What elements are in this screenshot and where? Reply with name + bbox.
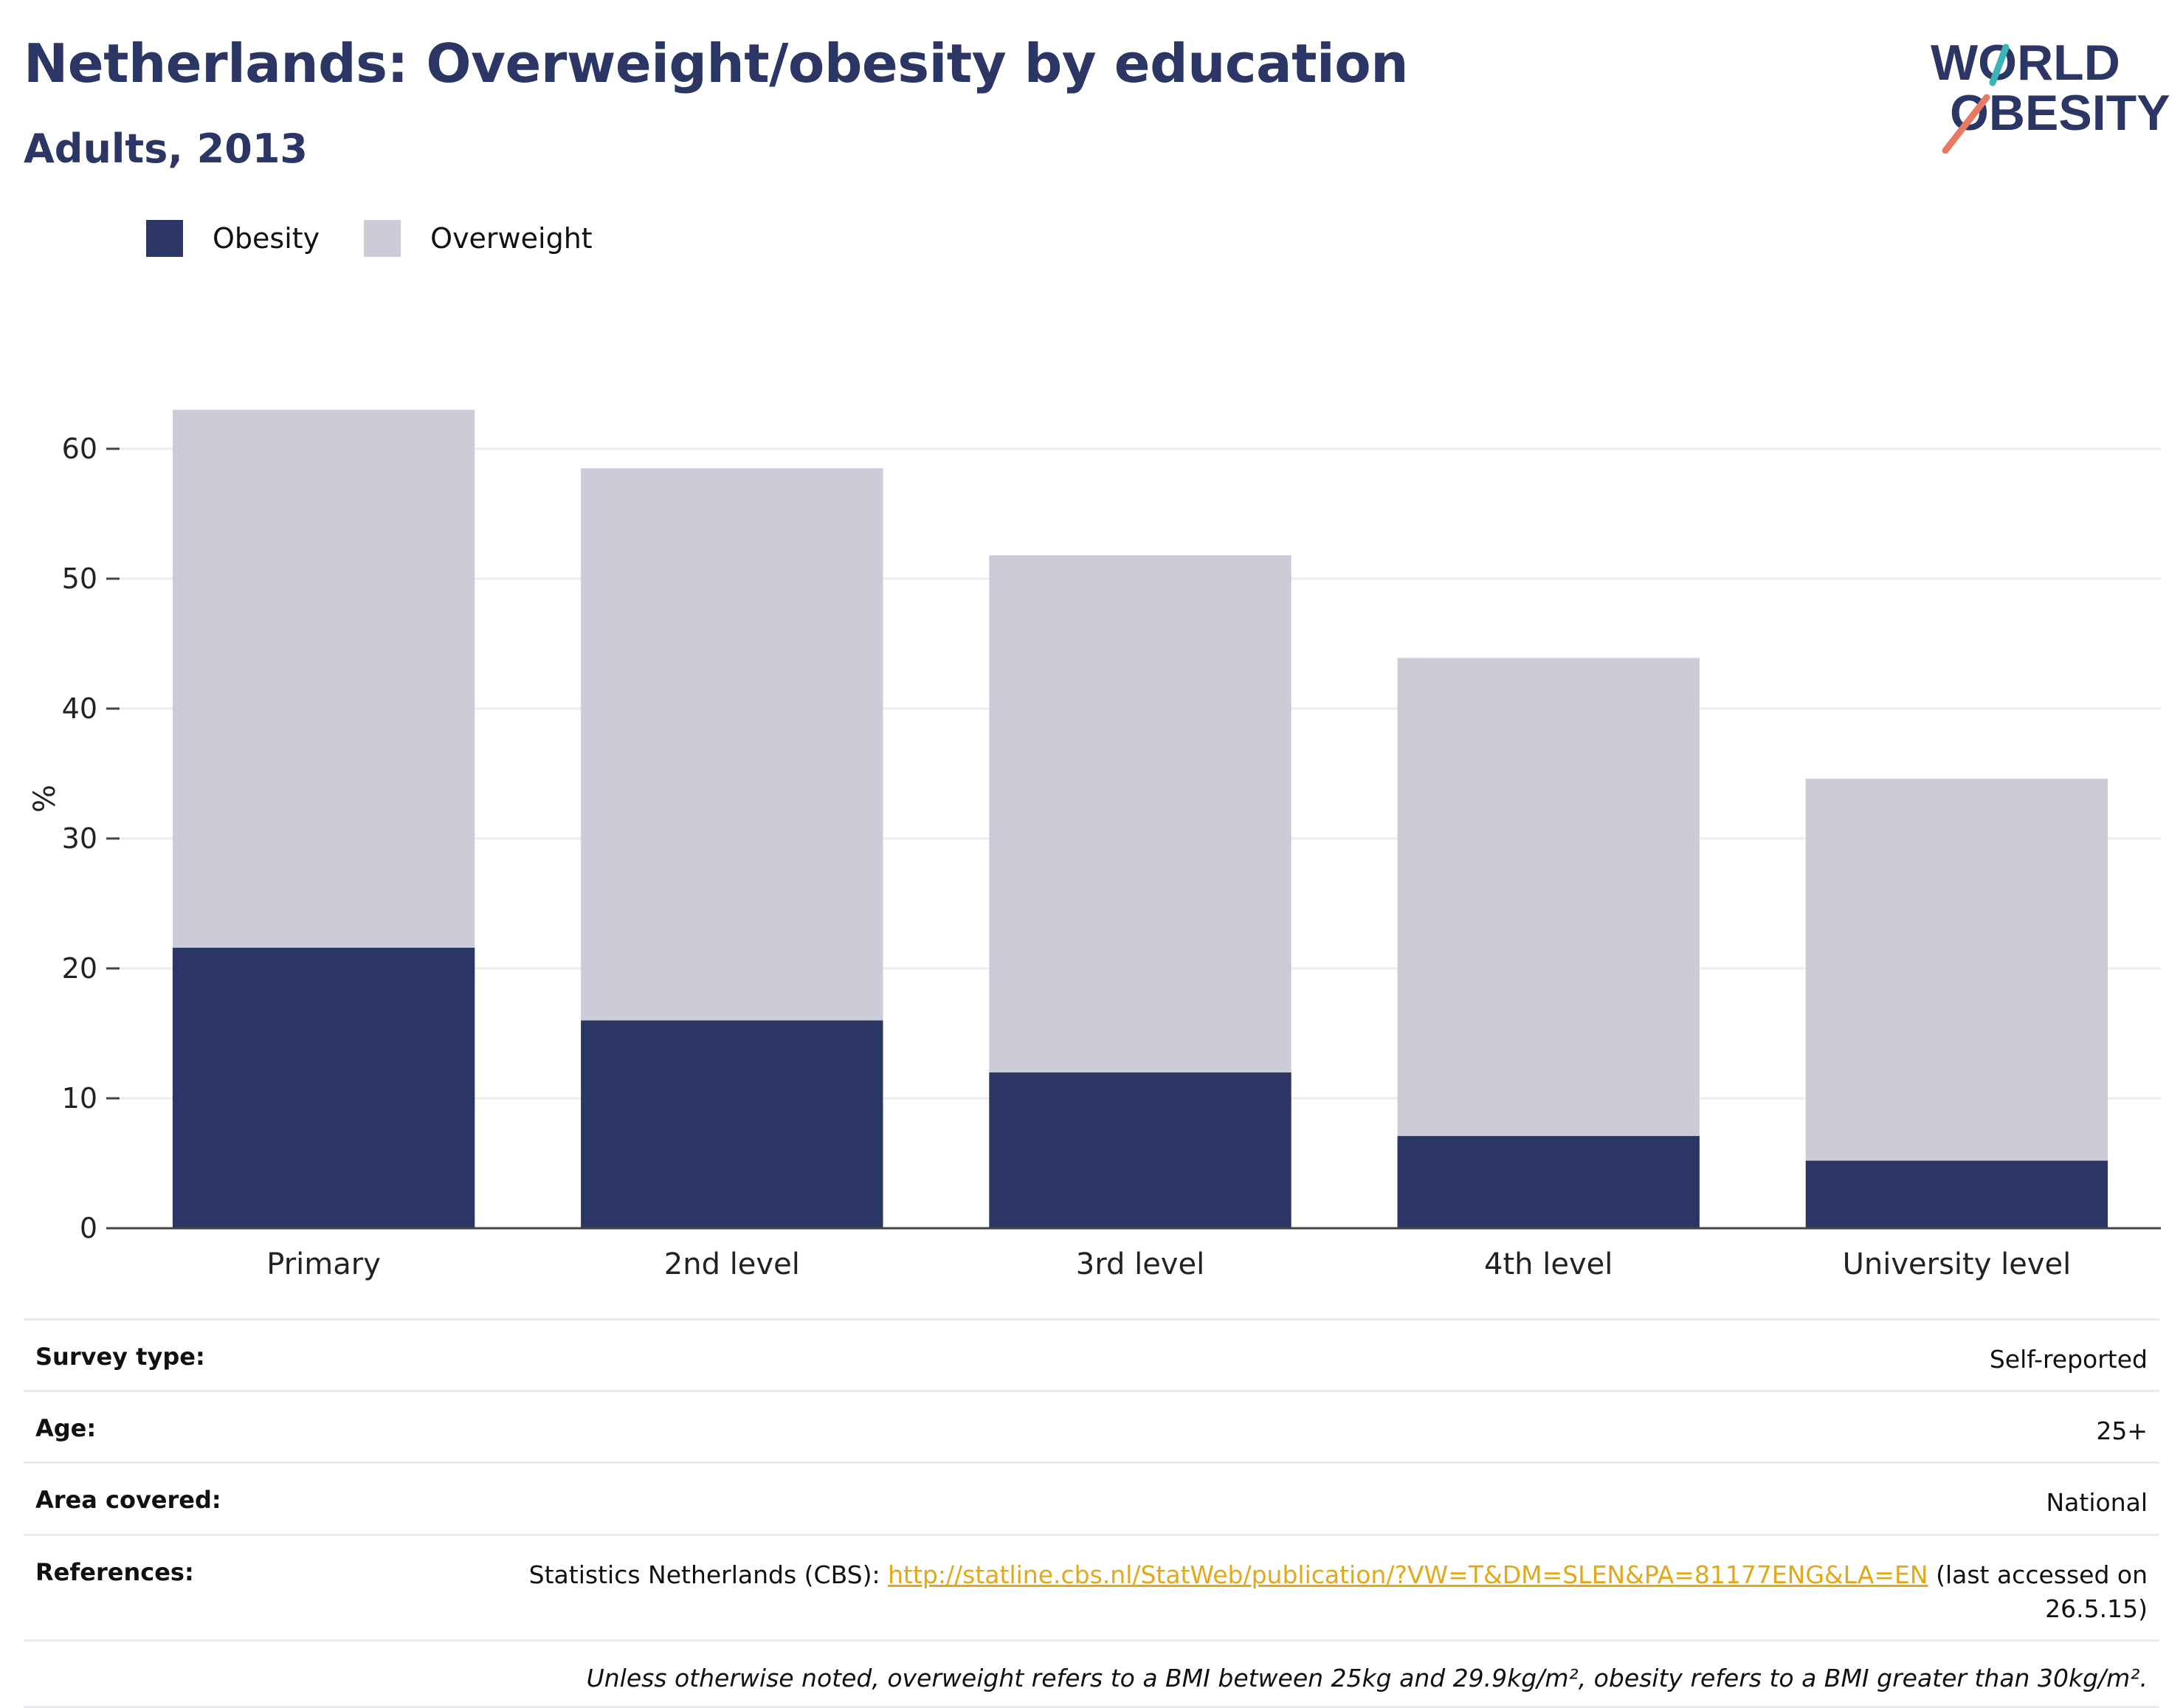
chart-subtitle: Adults, 2013 <box>24 125 308 172</box>
y-tick-label: 30 <box>62 822 97 855</box>
bar-obesity-4 <box>1805 1160 2108 1228</box>
legend-swatch-overweight <box>364 220 401 257</box>
info-value: National <box>2046 1488 2148 1518</box>
info-value: Statistics Netherlands (CBS): http://sta… <box>450 1558 2148 1626</box>
info-row-area: Area covered: National <box>24 1461 2159 1533</box>
bmi-definition-note: Unless otherwise noted, overweight refer… <box>586 1663 2148 1692</box>
x-tick-label: 2nd level <box>664 1247 800 1281</box>
x-tick-label: Primary <box>266 1247 381 1281</box>
bar-overweight-4 <box>1805 779 2108 1161</box>
survey-info-table: Survey type: Self-reported Age: 25+ Area… <box>24 1318 2159 1708</box>
x-tick-label: 4th level <box>1484 1247 1613 1281</box>
y-tick-label: 60 <box>62 433 97 465</box>
bar-obesity-1 <box>581 1020 883 1228</box>
bar-overweight-2 <box>989 555 1291 1072</box>
y-axis-label: % <box>28 785 62 813</box>
world-obesity-logo: WORLD OBESITY <box>1919 21 2170 154</box>
bar-obesity-0 <box>172 947 475 1228</box>
reference-suffix: (last accessed on 26.5.15) <box>1928 1560 2148 1623</box>
bar-overweight-1 <box>581 468 883 1021</box>
legend-item-obesity: Obesity <box>146 220 320 257</box>
reference-prefix: Statistics Netherlands (CBS): <box>528 1560 889 1589</box>
legend-item-overweight: Overweight <box>364 220 593 257</box>
chart-legend: Obesity Overweight <box>146 220 637 257</box>
bar-obesity-2 <box>989 1072 1291 1228</box>
legend-label-overweight: Overweight <box>430 222 593 255</box>
bar-obesity-3 <box>1397 1136 1700 1228</box>
logo-word-world: WORLD <box>1931 35 2120 91</box>
y-tick-label: 10 <box>62 1082 97 1115</box>
info-value: Self-reported <box>1989 1345 2148 1374</box>
x-tick-label: University level <box>1843 1247 2072 1281</box>
bar-overweight-0 <box>172 410 475 948</box>
info-row-age: Age: 25+ <box>24 1390 2159 1461</box>
y-tick-label: 50 <box>62 562 97 595</box>
info-key: Survey type: <box>35 1343 205 1371</box>
info-key: Age: <box>35 1414 97 1443</box>
y-tick-label: 40 <box>62 692 97 725</box>
legend-label-obesity: Obesity <box>213 222 320 255</box>
legend-swatch-obesity <box>146 220 183 257</box>
reference-link[interactable]: http://statline.cbs.nl/StatWeb/publicati… <box>888 1560 1928 1589</box>
info-row-references: References: Statistics Netherlands (CBS)… <box>24 1533 2159 1639</box>
x-tick-label: 3rd level <box>1076 1247 1204 1281</box>
info-row-survey-type: Survey type: Self-reported <box>24 1318 2159 1390</box>
logo-teal-slash <box>1989 44 2010 86</box>
stacked-bar-chart: 0 10 20 30 40 50 60% Primary 2nd level 3rd level 4… <box>28 410 2161 1281</box>
y-tick-label: 20 <box>62 952 97 985</box>
info-row-note: Unless otherwise noted, overweight refer… <box>24 1639 2159 1708</box>
bar-overweight-3 <box>1397 658 1700 1137</box>
chart-title: Netherlands: Overweight/obesity by educa… <box>24 32 1408 94</box>
info-key: References: <box>35 1557 194 1586</box>
y-tick-label: 0 <box>80 1212 97 1244</box>
logo-coral-slash <box>1942 94 1990 154</box>
info-value: 25+ <box>2096 1416 2148 1446</box>
info-key: Area covered: <box>35 1486 221 1515</box>
